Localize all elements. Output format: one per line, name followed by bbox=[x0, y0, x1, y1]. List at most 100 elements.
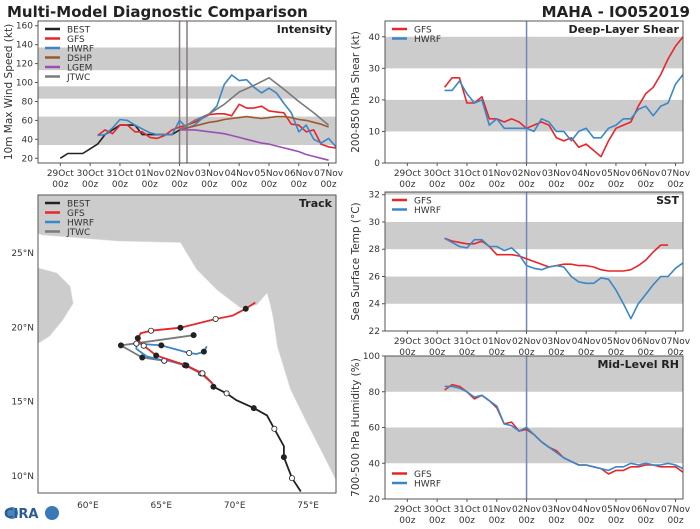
y-tick-label: 20 bbox=[22, 154, 34, 164]
lat-tick-label: 20°N bbox=[11, 323, 34, 333]
track-marker-hwrf bbox=[158, 342, 165, 349]
series-line-dshp bbox=[179, 115, 329, 131]
track-panel: 60°E 65°E 70°E 75°E 10°N 15°N 20°N 25°N Track BES… bbox=[11, 194, 337, 511]
x-tick-label-hour: 00z bbox=[459, 516, 475, 525]
x-tick-label-hour: 00z bbox=[489, 180, 505, 190]
y-axis-label: 10m Max Wind Speed (kt) bbox=[3, 24, 15, 160]
x-tick-label-hour: 00z bbox=[82, 180, 98, 190]
y-tick-label: 20 bbox=[369, 96, 381, 106]
plot-frame bbox=[384, 191, 684, 332]
x-tick-label-day: 29Oct bbox=[47, 169, 74, 179]
x-tick-label-day: 03Nov bbox=[542, 505, 572, 515]
x-tick-label-hour: 00z bbox=[399, 180, 415, 190]
y-tick-label: 26 bbox=[369, 272, 381, 282]
x-tick-label-hour: 00z bbox=[320, 180, 336, 190]
lon-tick-label: 75°E bbox=[297, 501, 319, 511]
x-tick-label-day: 02Nov bbox=[512, 169, 542, 179]
y-tick-label: 28 bbox=[369, 245, 381, 255]
track-marker-gfs bbox=[134, 335, 141, 342]
y-tick-label: 30 bbox=[369, 64, 381, 74]
y-tick-label: 80 bbox=[22, 97, 34, 107]
x-tick-label-hour: 00z bbox=[608, 348, 624, 358]
x-tick-label-day: 06Nov bbox=[631, 337, 661, 347]
band bbox=[385, 192, 683, 195]
x-tick-label-day: 06Nov bbox=[631, 169, 661, 179]
y-tick-label: 140 bbox=[16, 41, 33, 51]
x-tick-label-day: 04Nov bbox=[572, 505, 602, 515]
y-axis-label: Sea Surface Temp (°C) bbox=[350, 202, 362, 320]
legend-label-best: BEST bbox=[67, 200, 91, 210]
lat-tick-label: 15°N bbox=[11, 398, 34, 408]
legend-label-lgem: LGEM bbox=[67, 64, 92, 74]
x-tick-label-day: 31Oct bbox=[106, 169, 133, 179]
x-tick-label-day: 31Oct bbox=[453, 337, 480, 347]
y-tick-label: 24 bbox=[369, 300, 381, 310]
x-tick-label-hour: 00z bbox=[399, 348, 415, 358]
legend-label-gfs: GFS bbox=[67, 209, 85, 219]
x-tick-label-hour: 00z bbox=[667, 348, 683, 358]
y-axis-label: 200-850 hPa Shear (kt) bbox=[350, 31, 362, 153]
x-tick-label-day: 31Oct bbox=[453, 169, 480, 179]
series-line-hwrf bbox=[444, 237, 684, 320]
x-tick-label-hour: 00z bbox=[52, 180, 68, 190]
legend-label-hwrf: HWRF bbox=[414, 206, 441, 216]
x-tick-label-hour: 00z bbox=[429, 348, 445, 358]
x-tick-label-hour: 00z bbox=[578, 348, 594, 358]
intensity-panel: 2040608010012014016029Oct00z30Oct00z31Oc… bbox=[3, 20, 344, 190]
x-tick-label-hour: 00z bbox=[548, 348, 564, 358]
x-tick-label-day: 01Nov bbox=[135, 169, 165, 179]
band bbox=[385, 99, 683, 132]
x-tick-label-hour: 00z bbox=[171, 180, 187, 190]
x-tick-label-day: 05Nov bbox=[254, 169, 284, 179]
legend-label-gfs: GFS bbox=[414, 197, 432, 207]
y-tick-label: 30 bbox=[369, 218, 381, 228]
legend-label-gfs: GFS bbox=[414, 26, 432, 36]
x-tick-label-hour: 00z bbox=[667, 516, 683, 525]
x-tick-label-hour: 00z bbox=[667, 180, 683, 190]
series-line-hwrf bbox=[97, 74, 337, 148]
x-tick-label-day: 02Nov bbox=[512, 337, 542, 347]
x-tick-label-hour: 00z bbox=[638, 180, 654, 190]
y-tick-label: 0 bbox=[374, 159, 380, 169]
y-tick-label: 80 bbox=[369, 388, 381, 398]
y-tick-label: 160 bbox=[16, 22, 33, 32]
lon-tick-label: 70°E bbox=[224, 501, 246, 511]
track-marker-jtwc bbox=[190, 332, 197, 339]
legend-label-hwrf: HWRF bbox=[414, 35, 441, 45]
x-tick-label-hour: 00z bbox=[489, 516, 505, 525]
legend-label-best: BEST bbox=[67, 26, 91, 36]
x-tick-label-day: 02Nov bbox=[165, 169, 195, 179]
shear-panel: 01020304029Oct00z30Oct00z31Oct00z01Nov00… bbox=[350, 20, 691, 190]
x-tick-label-day: 29Oct bbox=[394, 337, 421, 347]
legend-label-hwrf: HWRF bbox=[414, 480, 441, 490]
track-marker-best bbox=[210, 383, 217, 390]
x-tick-label-hour: 00z bbox=[548, 516, 564, 525]
y-tick-label: 22 bbox=[369, 327, 380, 337]
track-marker-gfs bbox=[199, 370, 206, 377]
land-mass bbox=[37, 267, 74, 345]
x-tick-label-day: 30Oct bbox=[77, 169, 104, 179]
track-marker-hwrf bbox=[200, 348, 207, 355]
panel-title: Deep-Layer Shear bbox=[568, 23, 679, 36]
x-tick-label-day: 01Nov bbox=[482, 169, 512, 179]
x-tick-label-hour: 00z bbox=[578, 180, 594, 190]
x-tick-label-day: 03Nov bbox=[542, 169, 572, 179]
x-tick-label-hour: 00z bbox=[459, 348, 475, 358]
x-tick-label-hour: 00z bbox=[578, 516, 594, 525]
legend-label-jtwc: JTWC bbox=[66, 73, 90, 83]
x-tick-label-hour: 00z bbox=[112, 180, 128, 190]
legend-label-dshp: DSHP bbox=[67, 54, 92, 64]
x-tick-label-day: 01Nov bbox=[482, 505, 512, 515]
lon-tick-label: 60°E bbox=[77, 501, 99, 511]
x-tick-label-hour: 00z bbox=[608, 180, 624, 190]
plot-frame bbox=[37, 20, 337, 164]
y-tick-label: 20 bbox=[369, 495, 381, 505]
x-tick-label-day: 04Nov bbox=[572, 169, 602, 179]
logo-globe-icon bbox=[6, 507, 18, 519]
legend-label-gfs: GFS bbox=[67, 35, 85, 45]
x-tick-label-day: 07Nov bbox=[661, 337, 691, 347]
y-tick-label: 32 bbox=[369, 191, 380, 201]
y-tick-label: 40 bbox=[369, 459, 381, 469]
track-marker-gfs bbox=[212, 315, 219, 322]
x-tick-label-hour: 00z bbox=[608, 516, 624, 525]
